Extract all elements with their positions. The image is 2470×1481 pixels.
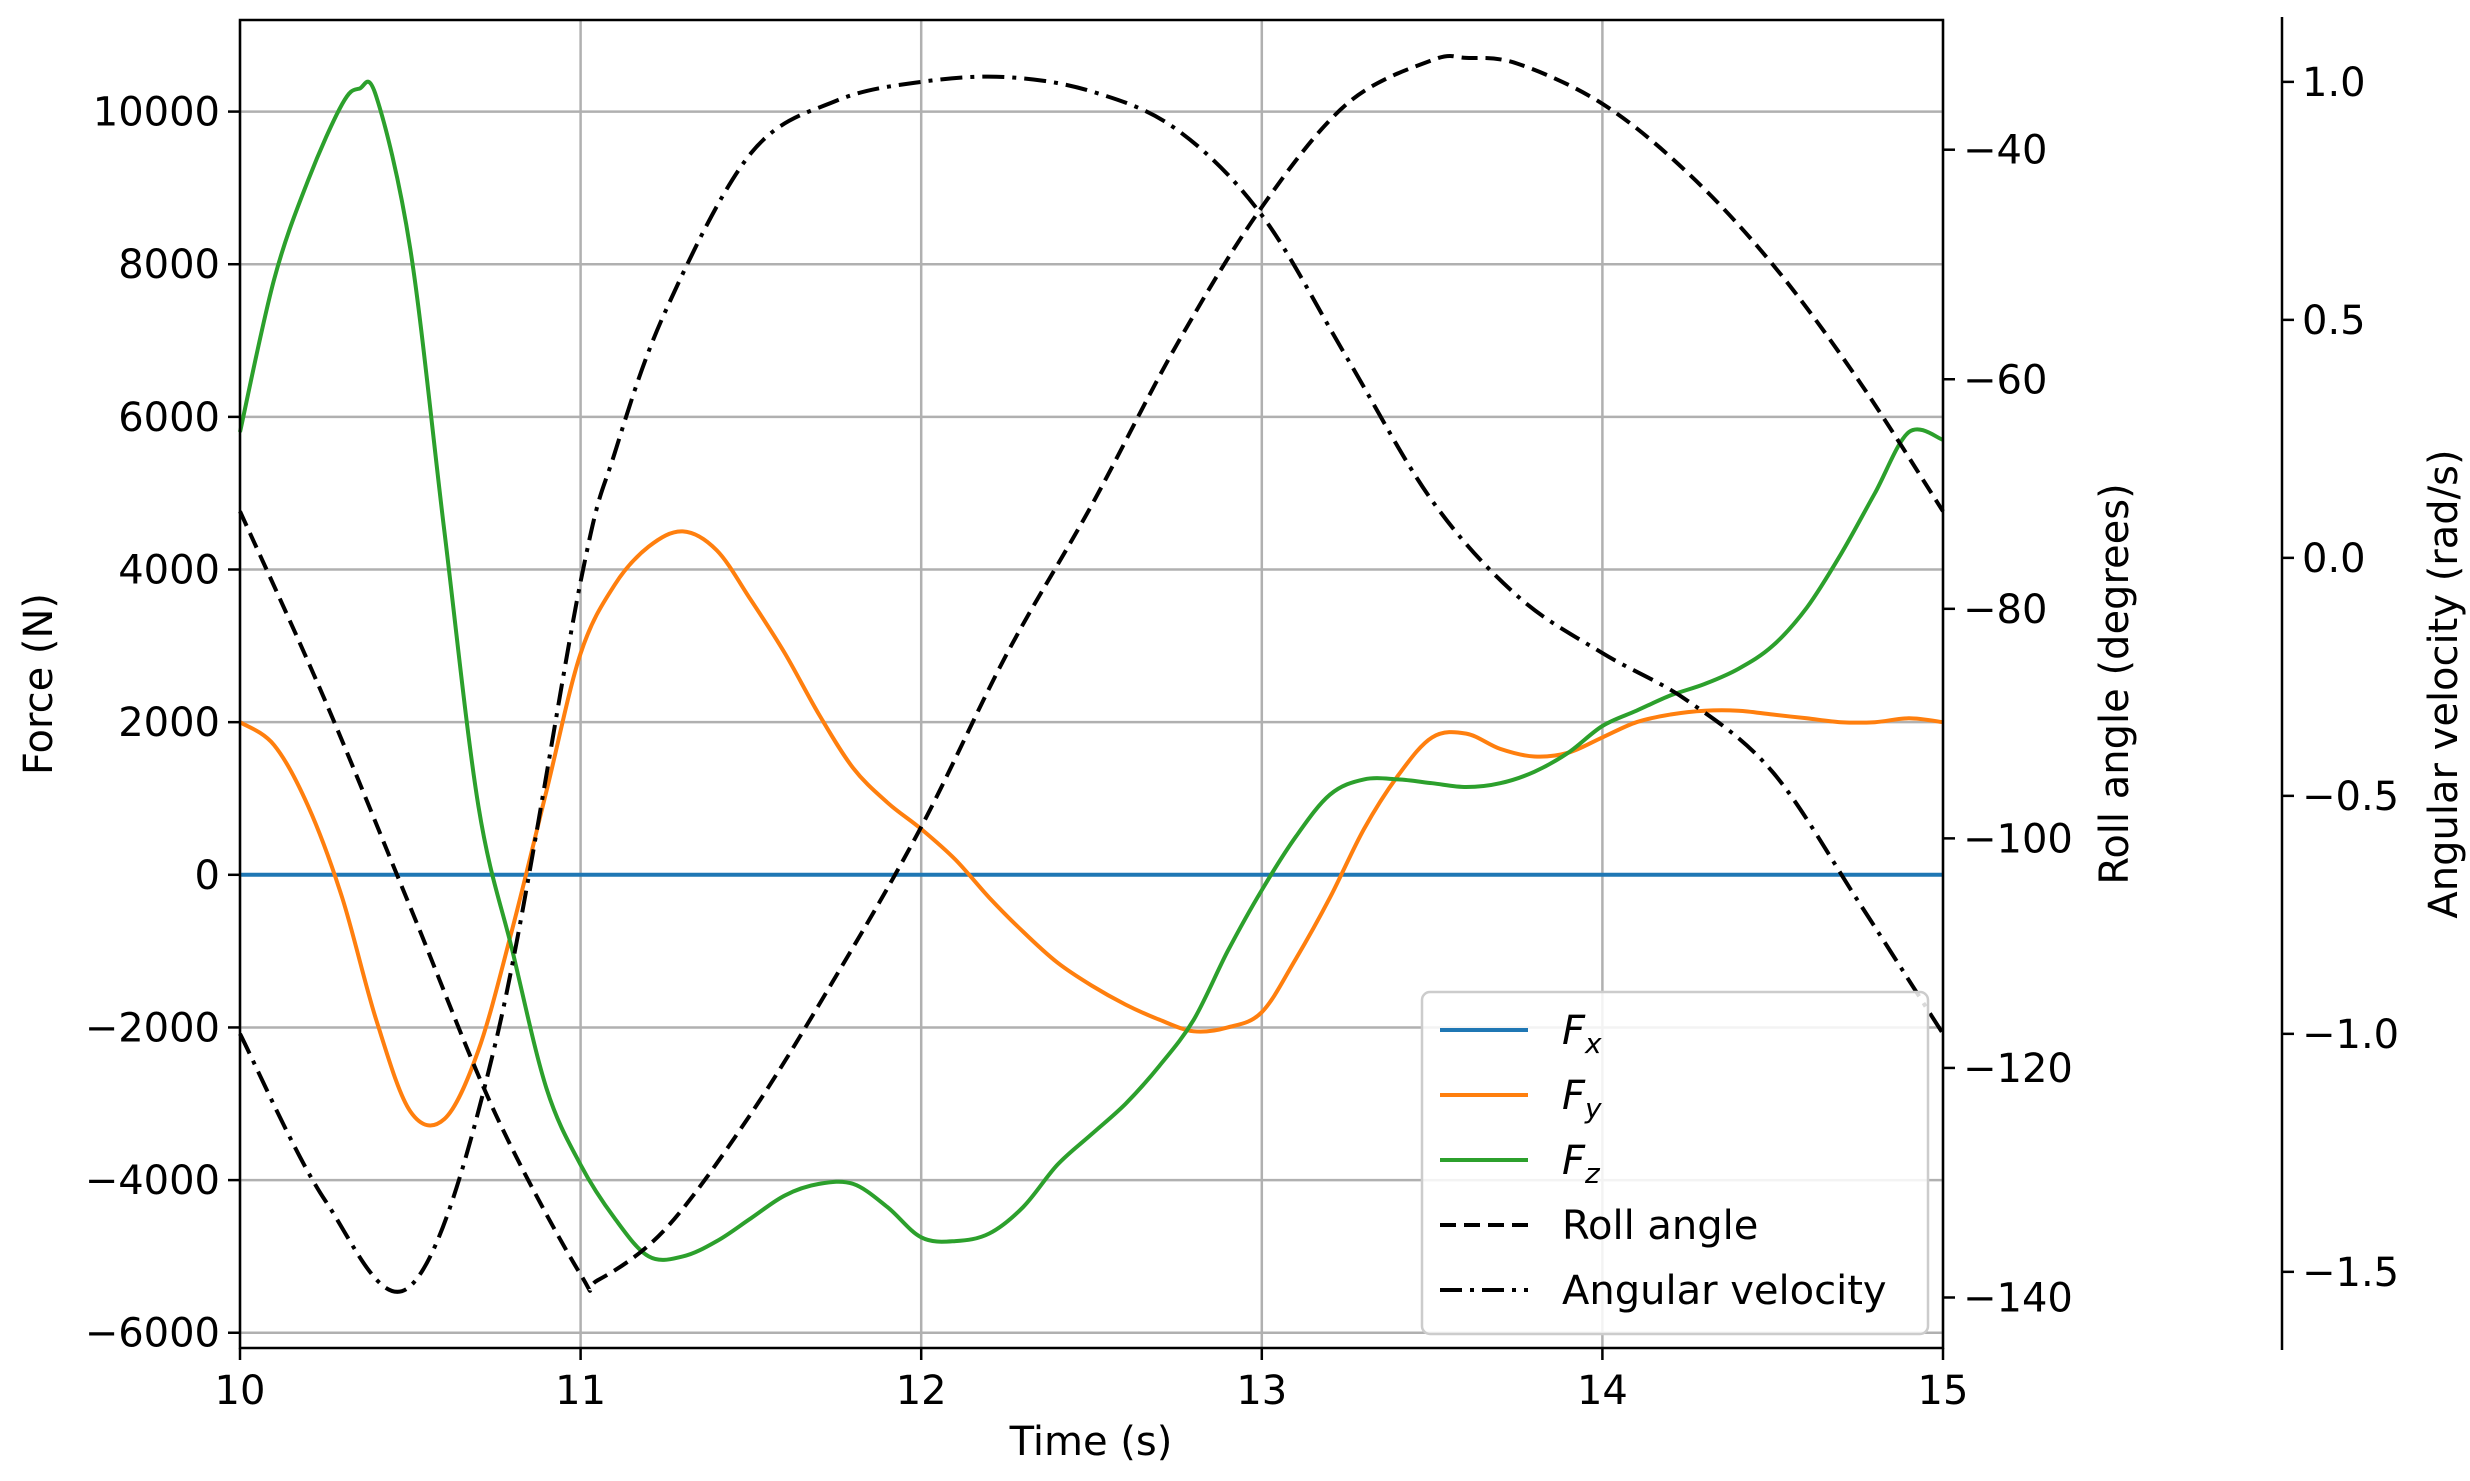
x-tick-label: 11 bbox=[555, 1368, 606, 1414]
legend-label-subscript: z bbox=[1584, 1157, 1601, 1190]
angular-velocity-tick-label: −1.0 bbox=[2302, 1012, 2399, 1058]
x-axis-ticks: 10 11 12 13 14 15 bbox=[215, 1348, 1969, 1414]
legend-item-fx: Fx bbox=[1440, 1008, 1602, 1060]
x-tick-label: 10 bbox=[215, 1368, 266, 1414]
series-line-fz bbox=[238, 79, 1944, 1262]
series-line-fy bbox=[238, 529, 1944, 1128]
force-tick-label: 6000 bbox=[118, 395, 220, 441]
legend-label: Roll angle bbox=[1562, 1203, 1758, 1249]
force-tick-label: 4000 bbox=[118, 548, 220, 594]
legend-label-main: F bbox=[1562, 1008, 1586, 1054]
force-tick-label: −4000 bbox=[85, 1158, 220, 1204]
force-tick-label: 8000 bbox=[118, 242, 220, 288]
legend-label: Fz bbox=[1562, 1138, 1601, 1190]
roll-tick-label: −140 bbox=[1963, 1275, 2073, 1321]
legend-box bbox=[1420, 990, 1930, 1336]
angular-velocity-tick-label: 1.0 bbox=[2302, 60, 2366, 106]
legend-item-angular-velocity: Angular velocity bbox=[1440, 1268, 1887, 1314]
grid bbox=[238, 20, 1945, 1348]
legend-label-subscript: x bbox=[1584, 1027, 1602, 1060]
force-tick-label: 10000 bbox=[93, 90, 220, 136]
angular-velocity-tick-label: −0.5 bbox=[2302, 774, 2399, 820]
plot-frame bbox=[238, 18, 1945, 1350]
x-tick-label: 14 bbox=[1577, 1368, 1628, 1414]
force-tick-label: 2000 bbox=[118, 700, 220, 746]
series-layer bbox=[238, 53, 1945, 1294]
force-axis-ticks: 10000 8000 6000 4000 2000 0 −2000 −4000 −6000 bbox=[85, 90, 240, 1357]
angular-velocity-tick-label: 0.5 bbox=[2302, 298, 2366, 344]
roll-tick-label: −60 bbox=[1963, 357, 2047, 403]
force-tick-label: 0 bbox=[195, 853, 220, 899]
force-tick-label: −2000 bbox=[85, 1005, 220, 1051]
roll-tick-label: −40 bbox=[1963, 128, 2047, 174]
force-axis-title: Force (N) bbox=[16, 593, 62, 775]
legend-label-main: F bbox=[1562, 1138, 1586, 1184]
angular-velocity-axis-title: Angular velocity (rad/s) bbox=[2421, 449, 2467, 918]
x-tick-label: 13 bbox=[1236, 1368, 1287, 1414]
legend-label-main: Angular velocity bbox=[1562, 1268, 1887, 1314]
roll-tick-label: −120 bbox=[1963, 1046, 2073, 1092]
x-tick-label: 12 bbox=[896, 1368, 947, 1414]
legend-label-subscript: y bbox=[1584, 1092, 1602, 1125]
angular-velocity-tick-label: −1.5 bbox=[2302, 1250, 2399, 1296]
force-tick-label: −6000 bbox=[85, 1311, 220, 1357]
legend-label: Fx bbox=[1562, 1008, 1602, 1060]
legend-item-roll-angle: Roll angle bbox=[1440, 1203, 1758, 1249]
roll-tick-label: −80 bbox=[1963, 587, 2047, 633]
roll-tick-label: −100 bbox=[1963, 816, 2073, 862]
legend-label: Angular velocity bbox=[1562, 1268, 1887, 1314]
series-line-angular-velocity bbox=[238, 74, 1945, 1294]
legend-label-main: F bbox=[1562, 1073, 1586, 1119]
legend-label: Fy bbox=[1562, 1073, 1602, 1125]
legend-label-main: Roll angle bbox=[1562, 1203, 1758, 1249]
angular-velocity-tick-label: 0.0 bbox=[2302, 536, 2366, 582]
legend-item-fy: Fy bbox=[1440, 1073, 1602, 1125]
legend-item-fz: Fz bbox=[1440, 1138, 1601, 1190]
angular-velocity-axis-ticks: 1.0 0.5 0.0 −0.5 −1.0 −1.5 bbox=[2282, 60, 2399, 1296]
roll-axis-title: Roll angle (degrees) bbox=[2092, 483, 2138, 884]
x-tick-label: 15 bbox=[1918, 1368, 1969, 1414]
x-axis-title: Time (s) bbox=[1009, 1419, 1173, 1465]
series-line-roll-angle bbox=[238, 53, 1945, 1293]
roll-axis-ticks: −40 −60 −80 −100 −120 −140 bbox=[1943, 128, 2073, 1321]
